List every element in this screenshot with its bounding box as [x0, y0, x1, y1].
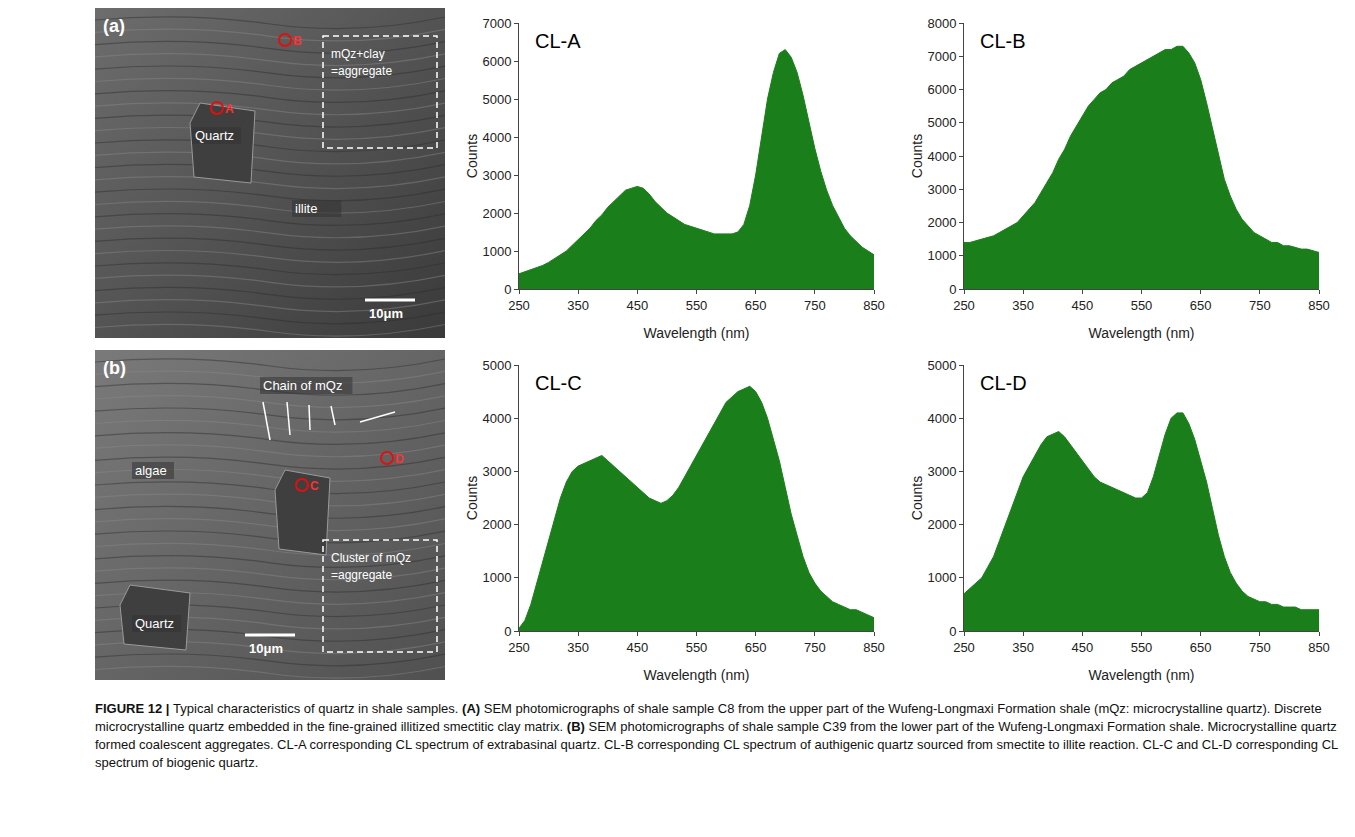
svg-text:450: 450	[1071, 298, 1093, 313]
svg-text:0: 0	[504, 624, 511, 639]
svg-text:750: 750	[804, 640, 826, 655]
svg-text:Quartz: Quartz	[195, 128, 234, 143]
svg-text:0: 0	[504, 282, 511, 297]
svg-text:Chain of mQz: Chain of mQz	[263, 378, 342, 393]
svg-text:0: 0	[949, 624, 956, 639]
svg-text:0: 0	[949, 282, 956, 297]
svg-text:6000: 6000	[482, 54, 511, 69]
svg-text:Cluster of mQz: Cluster of mQz	[331, 551, 411, 565]
svg-text:3000: 3000	[482, 168, 511, 183]
svg-text:2000: 2000	[927, 215, 956, 230]
svg-text:350: 350	[1012, 298, 1034, 313]
svg-text:3000: 3000	[927, 182, 956, 197]
svg-text:450: 450	[626, 298, 648, 313]
svg-text:Quartz: Quartz	[135, 616, 174, 631]
svg-text:3000: 3000	[927, 464, 956, 479]
svg-text:2000: 2000	[482, 206, 511, 221]
svg-text:650: 650	[1190, 298, 1212, 313]
svg-text:Counts: Counts	[909, 134, 925, 178]
svg-text:4000: 4000	[482, 130, 511, 145]
svg-text:5000: 5000	[927, 115, 956, 130]
svg-text:350: 350	[1012, 640, 1034, 655]
svg-text:650: 650	[745, 298, 767, 313]
svg-text:250: 250	[953, 298, 975, 313]
svg-text:D: D	[395, 452, 404, 466]
svg-text:Wavelength (nm): Wavelength (nm)	[643, 667, 749, 683]
svg-text:650: 650	[1190, 640, 1212, 655]
svg-text:5000: 5000	[482, 92, 511, 107]
svg-text:250: 250	[508, 640, 530, 655]
svg-text:mQz+clay: mQz+clay	[331, 47, 385, 61]
svg-text:CL-A: CL-A	[535, 30, 581, 52]
svg-text:2000: 2000	[927, 517, 956, 532]
svg-text:CL-B: CL-B	[980, 30, 1026, 52]
svg-text:4000: 4000	[927, 149, 956, 164]
svg-text:10μm: 10μm	[369, 306, 403, 321]
svg-text:850: 850	[863, 298, 885, 313]
svg-text:550: 550	[686, 298, 708, 313]
svg-text:750: 750	[804, 298, 826, 313]
svg-text:3000: 3000	[482, 464, 511, 479]
svg-text:550: 550	[1131, 640, 1153, 655]
svg-text:Wavelength (nm): Wavelength (nm)	[1088, 667, 1194, 683]
svg-text:850: 850	[1308, 298, 1330, 313]
svg-text:Counts: Counts	[464, 476, 480, 520]
svg-text:1000: 1000	[927, 570, 956, 585]
svg-text:CL-D: CL-D	[980, 372, 1027, 394]
svg-text:450: 450	[1071, 640, 1093, 655]
svg-text:Counts: Counts	[909, 476, 925, 520]
svg-text:8000: 8000	[927, 16, 956, 31]
svg-text:Wavelength (nm): Wavelength (nm)	[1088, 325, 1194, 341]
svg-text:10μm: 10μm	[249, 641, 283, 656]
svg-text:5000: 5000	[927, 358, 956, 373]
svg-text:=aggregate: =aggregate	[331, 568, 392, 582]
svg-text:7000: 7000	[482, 16, 511, 31]
svg-text:350: 350	[567, 640, 589, 655]
svg-text:Wavelength (nm): Wavelength (nm)	[643, 325, 749, 341]
svg-text:illite: illite	[295, 201, 317, 216]
svg-text:C: C	[310, 479, 319, 493]
svg-text:550: 550	[1131, 298, 1153, 313]
svg-text:CL-C: CL-C	[535, 372, 582, 394]
svg-text:4000: 4000	[482, 411, 511, 426]
svg-text:(b): (b)	[103, 358, 126, 378]
svg-text:2000: 2000	[482, 517, 511, 532]
svg-text:6000: 6000	[927, 82, 956, 97]
svg-text:250: 250	[953, 640, 975, 655]
svg-text:B: B	[293, 34, 302, 48]
svg-text:5000: 5000	[482, 358, 511, 373]
svg-text:(a): (a)	[103, 16, 125, 36]
svg-text:1000: 1000	[482, 244, 511, 259]
svg-text:1000: 1000	[927, 248, 956, 263]
svg-text:250: 250	[508, 298, 530, 313]
svg-text:750: 750	[1249, 640, 1271, 655]
svg-text:350: 350	[567, 298, 589, 313]
svg-text:850: 850	[1308, 640, 1330, 655]
svg-text:algae: algae	[135, 463, 167, 478]
svg-text:Counts: Counts	[464, 134, 480, 178]
svg-text:550: 550	[686, 640, 708, 655]
svg-text:4000: 4000	[927, 411, 956, 426]
svg-text:850: 850	[863, 640, 885, 655]
svg-text:=aggregate: =aggregate	[331, 64, 392, 78]
svg-text:7000: 7000	[927, 49, 956, 64]
svg-text:A: A	[225, 102, 234, 116]
svg-text:450: 450	[626, 640, 648, 655]
svg-text:650: 650	[745, 640, 767, 655]
html-text:FIGURE 12 | Typical characteri: FIGURE 12 | Typical characteristics of q…	[95, 701, 1338, 770]
svg-text:750: 750	[1249, 298, 1271, 313]
svg-text:1000: 1000	[482, 570, 511, 585]
